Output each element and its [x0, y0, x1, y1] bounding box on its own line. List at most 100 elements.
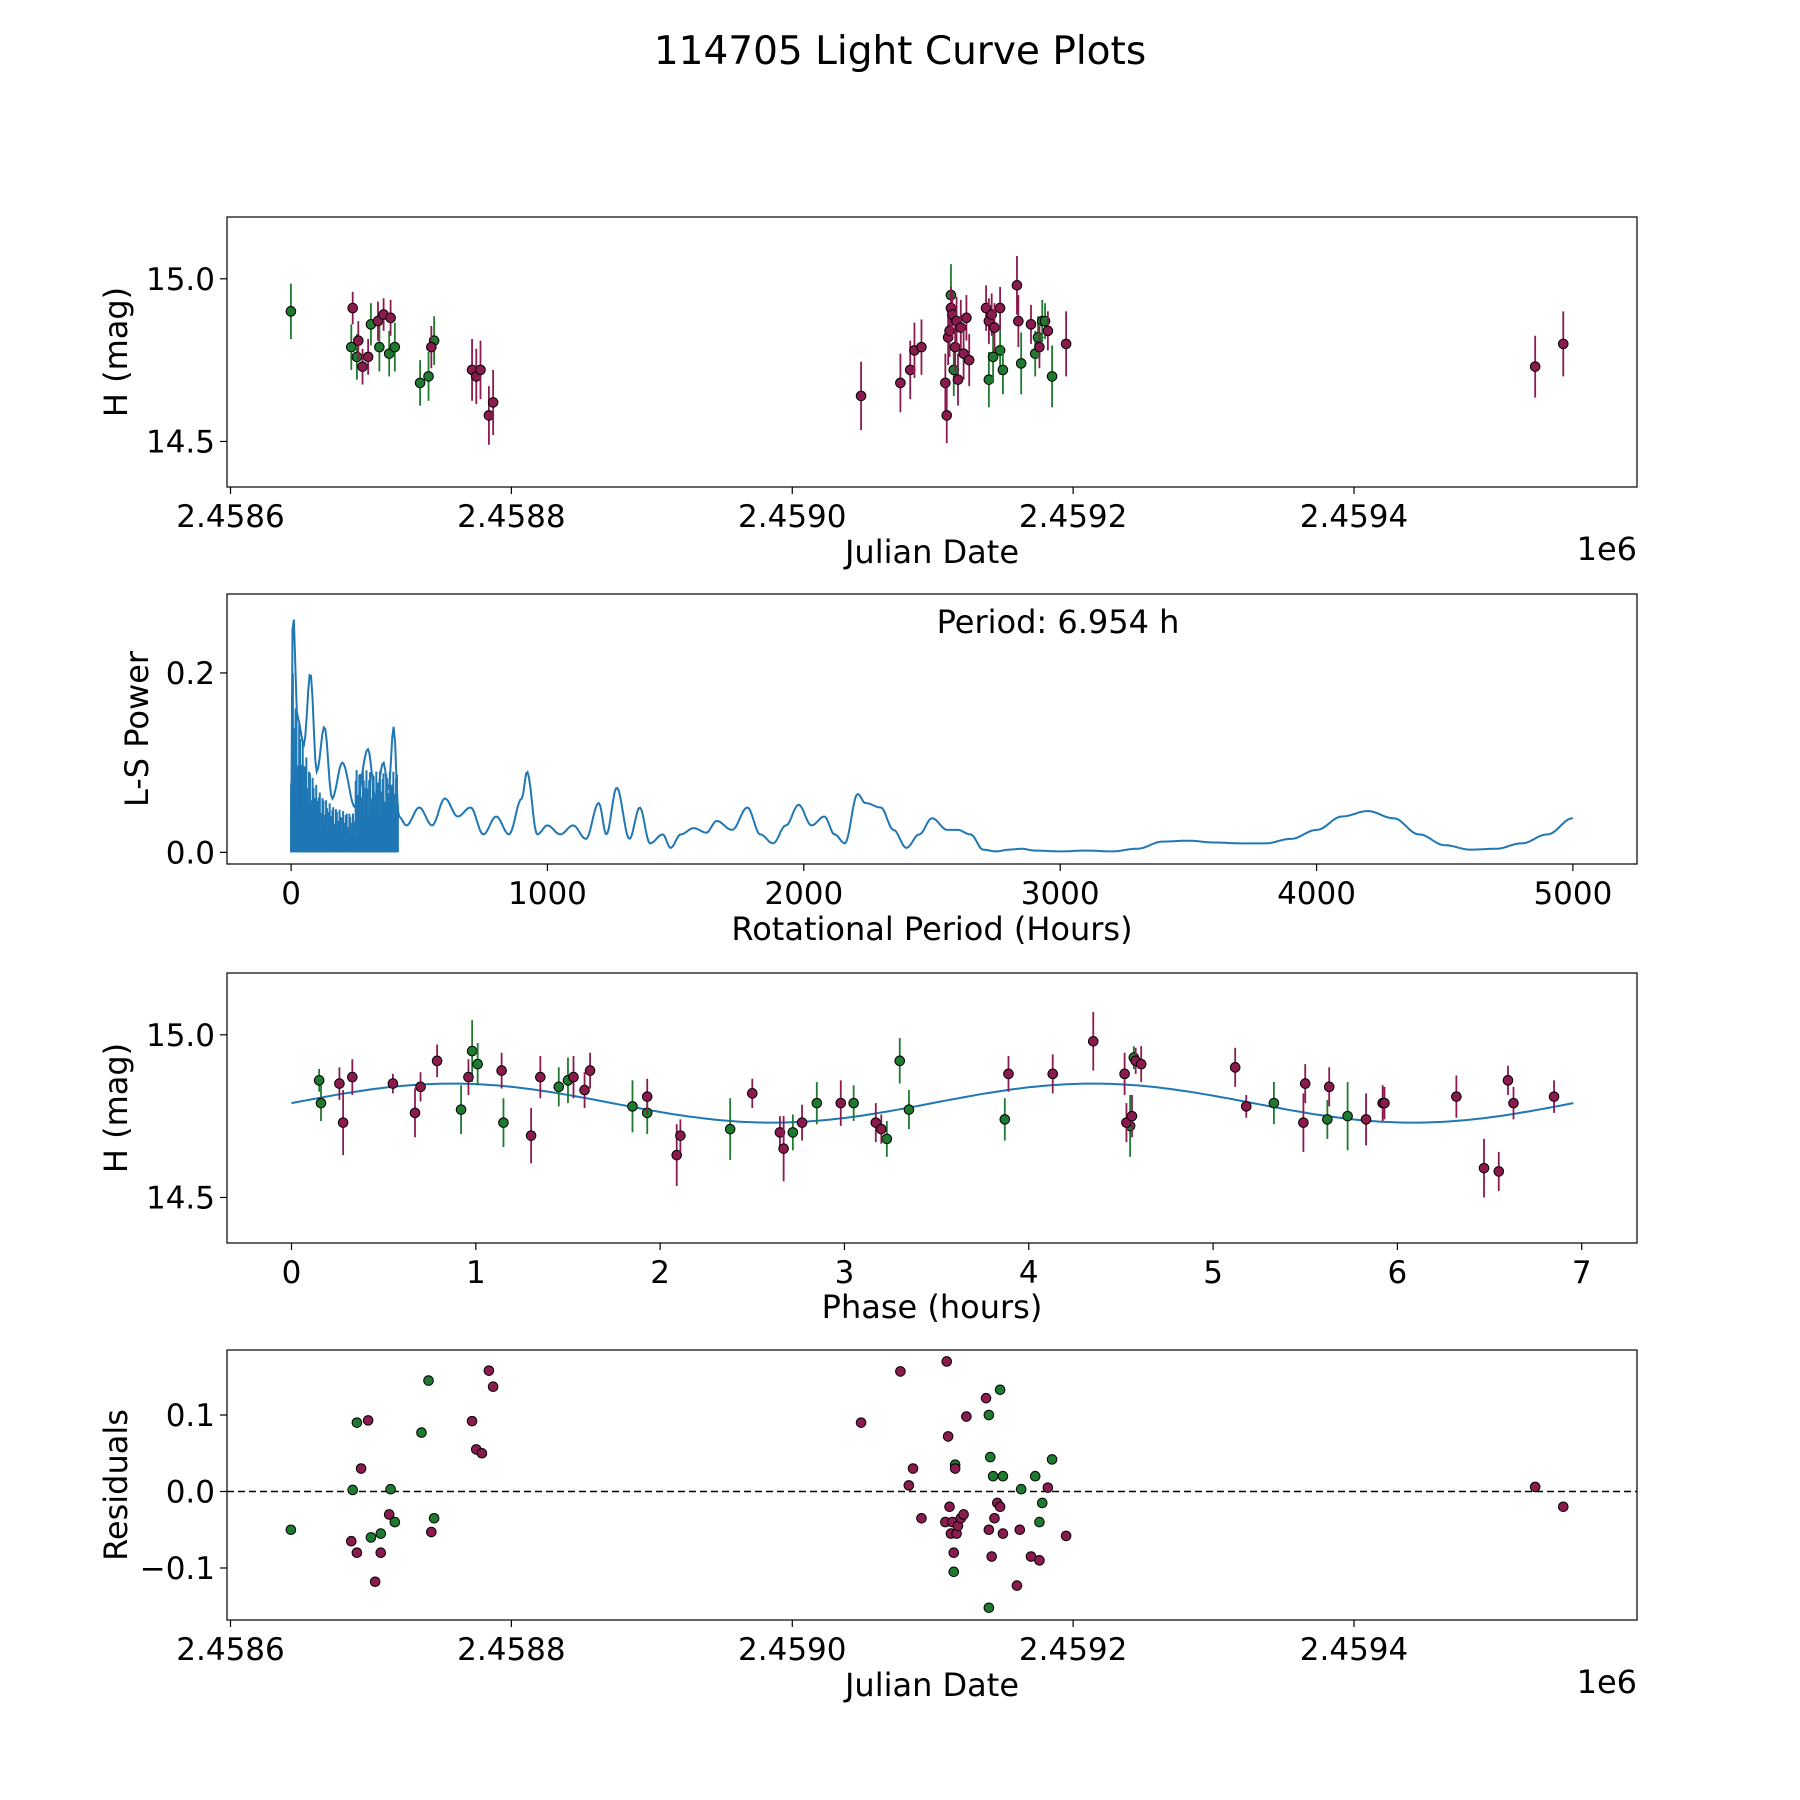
- residuals-x-tick-label: 2.4588: [457, 1632, 565, 1668]
- residuals-data-point: [1046, 1454, 1058, 1465]
- phase-fold-y-tick-label: 14.5: [146, 1180, 215, 1216]
- phase-fold-data-point: [1502, 1075, 1514, 1086]
- panel-light-curve: 2.4586 2.4588 2.4590 2.4592 2.4594 14.515.0 …: [97, 216, 1638, 571]
- residuals-data-point: [389, 1516, 401, 1528]
- phase-fold-data-point: [1126, 1110, 1138, 1122]
- phase-fold-y-ticks: 14.5 15.0: [146, 1018, 227, 1216]
- residuals-data-point: [989, 1512, 1000, 1524]
- panel-periodogram: 0 1000 2000 3000 4000 5000 0.0 0.2 Period: 6.9…: [118, 593, 1638, 948]
- residuals-data-point: [476, 1447, 488, 1459]
- residuals-data-point: [907, 1463, 919, 1474]
- phase-fold-data-point: [455, 1104, 467, 1115]
- residuals-series-magenta: [345, 1356, 1569, 1591]
- residuals-data-point: [1034, 1516, 1045, 1528]
- residuals-data-point: [487, 1381, 499, 1393]
- phase-fold-marks: [291, 1012, 1574, 1198]
- phase-fold-data-point: [796, 1117, 808, 1128]
- residuals-data-point: [355, 1463, 367, 1474]
- residuals-data-point: [1034, 1555, 1045, 1566]
- phase-fold-data-point: [1135, 1058, 1147, 1070]
- phase-fold-data-point: [431, 1055, 443, 1067]
- residuals-data-point: [997, 1528, 1009, 1539]
- light-curve-data-point: [1034, 341, 1045, 353]
- light-curve-data-point: [952, 374, 964, 385]
- phase-fold-x-tick-label: 7: [1572, 1255, 1592, 1291]
- phase-fold-x-ticks: 0 1 2 3 4 5 6 7: [282, 1243, 1592, 1291]
- residuals-series-green: [285, 1375, 1058, 1614]
- residuals-data-point: [958, 1509, 969, 1520]
- phase-fold-data-point: [787, 1127, 799, 1138]
- phase-fold-data-point: [1478, 1162, 1490, 1174]
- residuals-y-tick-label: 0.0: [166, 1475, 215, 1511]
- residuals-data-point: [1036, 1497, 1048, 1509]
- phase-fold-data-point: [1342, 1110, 1353, 1122]
- phase-fold-x-tick-label: 0: [282, 1255, 302, 1291]
- residuals-x-tick-label: 2.4590: [738, 1632, 846, 1668]
- residuals-data-point: [1042, 1482, 1054, 1493]
- phase-fold-x-tick-label: 4: [1019, 1255, 1039, 1291]
- phase-fold-data-point: [1360, 1114, 1372, 1125]
- residuals-data-point: [351, 1417, 363, 1428]
- residuals-data-point: [949, 1463, 961, 1474]
- residuals-data-point: [1060, 1530, 1072, 1542]
- phase-fold-data-point: [347, 1071, 358, 1083]
- phase-fold-data-point: [334, 1078, 345, 1089]
- light-curve-data-point: [1013, 315, 1024, 327]
- light-curve-data-point: [1042, 325, 1054, 337]
- light-curve-data-point: [941, 410, 953, 421]
- phase-fold-data-point: [671, 1149, 683, 1161]
- residuals-data-point: [1529, 1481, 1541, 1493]
- phase-fold-data-point: [627, 1101, 638, 1112]
- phase-fold-data-point: [337, 1117, 349, 1128]
- residuals-data-point: [416, 1427, 427, 1438]
- phase-fold-data-point: [313, 1075, 325, 1086]
- residuals-data-point: [983, 1602, 995, 1614]
- phase-fold-data-point: [724, 1123, 736, 1135]
- light-curve-x-tick-label: 2.4590: [738, 499, 846, 535]
- periodogram-x-tick-label: 0: [281, 876, 301, 912]
- residuals-data-point: [369, 1576, 381, 1588]
- phase-fold-data-point: [1451, 1091, 1462, 1102]
- residuals-data-point: [948, 1547, 960, 1558]
- periodogram-short-period-forest: [290, 673, 399, 853]
- phase-fold-data-point: [1379, 1097, 1390, 1109]
- light-curve-data-point: [961, 312, 972, 324]
- phase-fold-data-point: [1322, 1114, 1333, 1125]
- phase-fold-axes-frame: [226, 972, 1638, 1244]
- periodogram-x-tick-label: 2000: [764, 876, 843, 912]
- light-curve-data-point: [374, 341, 385, 353]
- phase-fold-data-point: [1229, 1062, 1241, 1073]
- phase-fold-data-point: [835, 1097, 847, 1109]
- phase-fold-data-point: [811, 1097, 823, 1109]
- light-curve-axes-frame: [226, 216, 1638, 488]
- figure-title: 114705 Light Curve Plots: [654, 29, 1146, 74]
- light-curve-data-point: [487, 397, 499, 408]
- residuals-y-ticks: −0.1 0.0 0.1: [140, 1398, 227, 1587]
- phase-fold-data-point: [496, 1065, 507, 1076]
- residuals-data-point: [385, 1483, 396, 1495]
- residuals-data-point: [1014, 1524, 1026, 1536]
- light-curve-x-tick-label: 2.4588: [457, 499, 565, 535]
- phase-fold-data-point: [409, 1107, 421, 1119]
- phase-fold-y-label: H (mag): [97, 1043, 135, 1173]
- residuals-data-point: [987, 1470, 999, 1482]
- light-curve-offset-label: 1e6: [1577, 530, 1637, 568]
- phase-fold-data-point: [415, 1081, 426, 1093]
- light-curve-data-point: [1025, 319, 1037, 330]
- light-curve-data-point: [414, 377, 426, 389]
- phase-fold-data-point: [584, 1065, 596, 1076]
- light-curve-x-tick-label: 2.4594: [1300, 499, 1408, 535]
- phase-fold-data-point: [876, 1123, 887, 1135]
- periodogram-power-line: [290, 619, 1573, 853]
- phase-fold-data-point: [466, 1045, 478, 1057]
- light-curve-data-point: [855, 390, 867, 402]
- light-curve-data-point: [1060, 338, 1072, 350]
- residuals-data-point: [961, 1411, 972, 1422]
- phase-fold-data-point: [472, 1058, 483, 1070]
- residuals-data-point: [1029, 1470, 1041, 1482]
- residuals-data-point: [426, 1526, 437, 1538]
- periodogram-y-tick-label: 0.2: [166, 656, 215, 692]
- phase-fold-data-point: [1493, 1166, 1505, 1177]
- light-curve-data-point: [426, 341, 437, 353]
- phase-fold-data-point: [903, 1104, 915, 1115]
